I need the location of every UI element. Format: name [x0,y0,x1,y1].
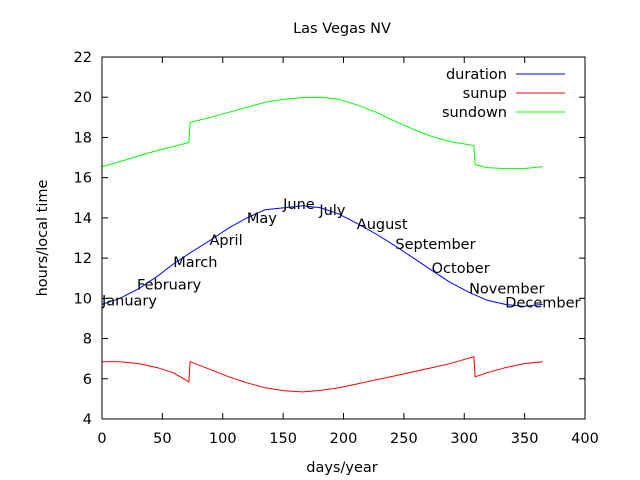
y-tick-label: 20 [74,90,92,106]
x-axis-label: days/year [306,460,377,476]
month-label: February [137,277,202,293]
y-tick-label: 6 [83,372,92,388]
x-tick-label: 350 [511,431,539,447]
legend: duration sunup sundown [442,67,565,121]
x-tick-label: 400 [571,431,599,447]
month-label: April [209,233,242,249]
x-tick-label: 200 [330,431,358,447]
month-label: July [318,203,345,219]
y-tick-label: 8 [83,332,92,348]
x-tick-label: 50 [153,431,171,447]
y-tick-label: 18 [74,130,92,146]
plot-frame [101,56,586,420]
x-tick-label: 150 [269,431,297,447]
x-tick-label: 0 [97,431,106,447]
month-label: January [101,293,157,309]
y-tick-label: 12 [74,251,92,267]
y-tick-label: 22 [74,50,92,66]
x-tick-label: 250 [390,431,418,447]
month-label: May [247,211,277,227]
series-line-duration [101,205,543,307]
month-label: December [505,295,580,311]
month-label: November [469,281,544,297]
y-tick-label: 14 [74,211,92,227]
legend-label-duration: duration [446,67,507,83]
month-label: September [395,237,475,253]
month-label: August [357,217,408,233]
month-label: March [173,255,217,271]
y-axis-label: hours/local time [35,180,51,297]
month-label: October [432,261,490,277]
legend-label-sundown: sundown [442,105,507,121]
series-line-sundown [101,96,543,170]
x-tick-label: 300 [450,431,478,447]
y-tick-label: 4 [83,412,92,428]
y-tick-label: 16 [74,171,92,187]
chart-title: Las Vegas NV [293,21,391,37]
month-label: June [282,197,315,213]
x-tick-label: 100 [209,431,237,447]
legend-label-sunup: sunup [463,86,507,102]
series-line-sunup [102,356,543,393]
y-tick-label: 10 [74,291,92,307]
